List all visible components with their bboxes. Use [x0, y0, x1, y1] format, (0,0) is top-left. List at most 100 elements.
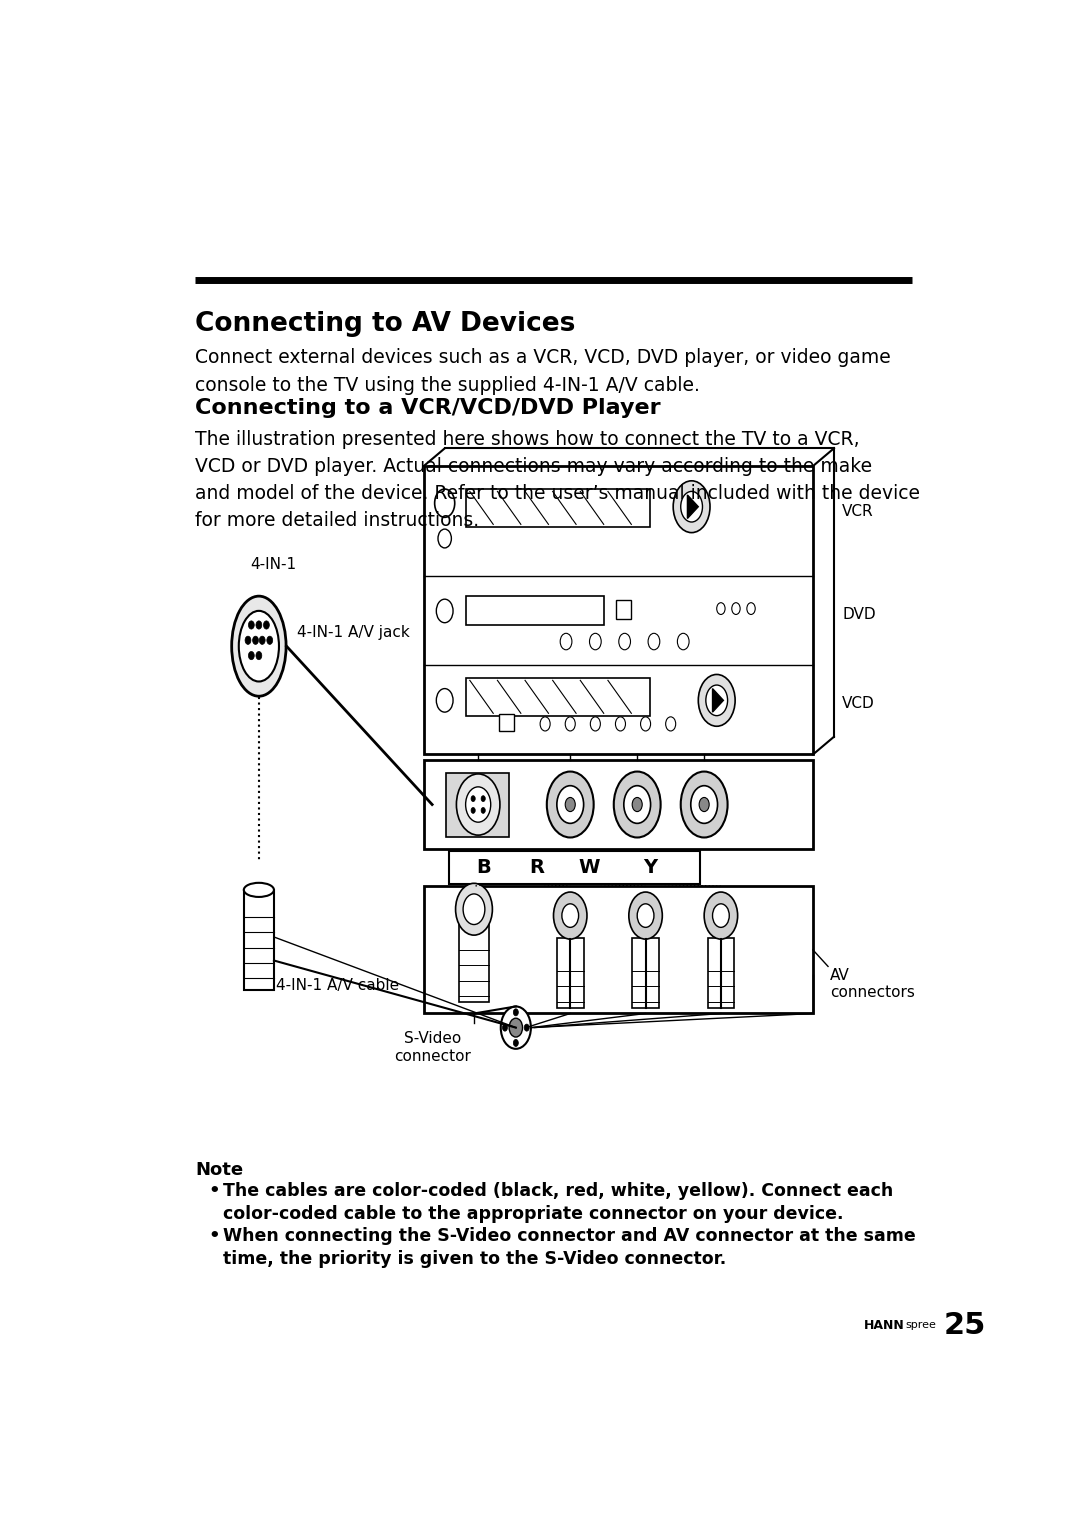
- Circle shape: [509, 1018, 523, 1037]
- Bar: [459, 925, 489, 1001]
- Circle shape: [629, 891, 662, 939]
- Ellipse shape: [232, 596, 286, 696]
- Circle shape: [248, 621, 254, 628]
- Bar: [465, 596, 604, 625]
- Bar: [465, 489, 650, 526]
- Text: 4-IN-1 A/V jack: 4-IN-1 A/V jack: [297, 624, 409, 639]
- Circle shape: [613, 772, 661, 838]
- Bar: [617, 601, 632, 619]
- Circle shape: [436, 599, 454, 622]
- Text: 4-IN-1 A/V cable: 4-IN-1 A/V cable: [275, 979, 399, 994]
- Circle shape: [546, 772, 594, 838]
- Circle shape: [565, 798, 576, 812]
- Circle shape: [481, 795, 485, 801]
- Ellipse shape: [244, 882, 274, 898]
- Circle shape: [699, 798, 710, 812]
- Text: VCD: VCD: [842, 696, 875, 711]
- Circle shape: [524, 1024, 529, 1031]
- Circle shape: [264, 621, 269, 628]
- Circle shape: [565, 717, 576, 731]
- Ellipse shape: [239, 612, 279, 682]
- Circle shape: [436, 688, 454, 713]
- Text: VCR: VCR: [842, 505, 874, 518]
- Text: Connecting to a VCR/VCD/DVD Player: Connecting to a VCR/VCD/DVD Player: [195, 398, 661, 417]
- Text: DVD: DVD: [842, 607, 876, 622]
- Bar: [499, 714, 514, 731]
- Circle shape: [557, 786, 583, 823]
- Bar: [446, 772, 509, 838]
- Circle shape: [253, 636, 258, 644]
- Text: B: B: [476, 858, 491, 878]
- Circle shape: [513, 1040, 518, 1046]
- Circle shape: [632, 798, 643, 812]
- Circle shape: [640, 717, 650, 731]
- Circle shape: [259, 636, 266, 644]
- Circle shape: [616, 717, 625, 731]
- Text: W: W: [579, 858, 600, 878]
- Circle shape: [648, 633, 660, 650]
- Circle shape: [704, 891, 738, 939]
- Text: 4-IN-1: 4-IN-1: [251, 557, 297, 572]
- Text: The illustration presented here shows how to connect the TV to a VCR,
VCD or DVD: The illustration presented here shows ho…: [195, 430, 920, 531]
- Text: The cables are color-coded (black, red, white, yellow). Connect each
color-coded: The cables are color-coded (black, red, …: [222, 1182, 893, 1223]
- Circle shape: [680, 491, 702, 521]
- Circle shape: [471, 807, 475, 813]
- Circle shape: [665, 717, 676, 731]
- Circle shape: [456, 884, 492, 936]
- Bar: [244, 890, 274, 989]
- Circle shape: [434, 489, 455, 517]
- Text: spree: spree: [905, 1321, 936, 1330]
- Circle shape: [706, 685, 728, 716]
- Text: Connect external devices such as a VCR, VCD, DVD player, or video game
console t: Connect external devices such as a VCR, …: [195, 349, 891, 394]
- Circle shape: [619, 633, 631, 650]
- Circle shape: [561, 633, 572, 650]
- Text: Connecting to AV Devices: Connecting to AV Devices: [195, 310, 576, 336]
- Text: AV
connectors: AV connectors: [829, 968, 915, 1000]
- Polygon shape: [713, 688, 724, 713]
- Circle shape: [465, 787, 490, 823]
- Circle shape: [463, 894, 485, 925]
- Circle shape: [513, 1009, 518, 1015]
- Circle shape: [438, 529, 451, 547]
- Circle shape: [267, 636, 272, 644]
- Circle shape: [562, 904, 579, 928]
- Circle shape: [481, 807, 485, 813]
- Circle shape: [471, 795, 475, 801]
- Bar: [465, 677, 650, 716]
- Circle shape: [717, 602, 725, 615]
- Circle shape: [677, 633, 689, 650]
- Bar: [557, 937, 583, 1008]
- Circle shape: [680, 772, 728, 838]
- Circle shape: [256, 651, 261, 659]
- Bar: [632, 937, 659, 1008]
- Circle shape: [691, 786, 717, 823]
- Circle shape: [502, 1024, 508, 1031]
- Circle shape: [673, 480, 710, 532]
- Bar: [423, 466, 813, 754]
- Circle shape: [637, 904, 653, 928]
- Text: Y: Y: [643, 858, 657, 878]
- Circle shape: [457, 774, 500, 835]
- Bar: [449, 852, 700, 884]
- Circle shape: [245, 636, 251, 644]
- Circle shape: [713, 904, 729, 928]
- Circle shape: [554, 891, 588, 939]
- Text: S-Video
connector: S-Video connector: [394, 1031, 471, 1064]
- Circle shape: [747, 602, 755, 615]
- Circle shape: [732, 602, 740, 615]
- Circle shape: [540, 717, 550, 731]
- Circle shape: [699, 674, 735, 726]
- Text: R: R: [529, 858, 544, 878]
- Text: Note: Note: [195, 1161, 243, 1179]
- Text: When connecting the S-Video connector and AV connector at the same
time, the pri: When connecting the S-Video connector an…: [222, 1226, 916, 1268]
- Bar: [423, 887, 813, 1014]
- Circle shape: [256, 621, 261, 628]
- Circle shape: [624, 786, 650, 823]
- Text: 25: 25: [944, 1310, 986, 1339]
- Circle shape: [501, 1006, 531, 1049]
- Bar: [707, 937, 734, 1008]
- Text: HANN: HANN: [864, 1320, 905, 1332]
- Bar: [423, 760, 813, 849]
- Circle shape: [591, 717, 600, 731]
- Text: •: •: [208, 1182, 220, 1200]
